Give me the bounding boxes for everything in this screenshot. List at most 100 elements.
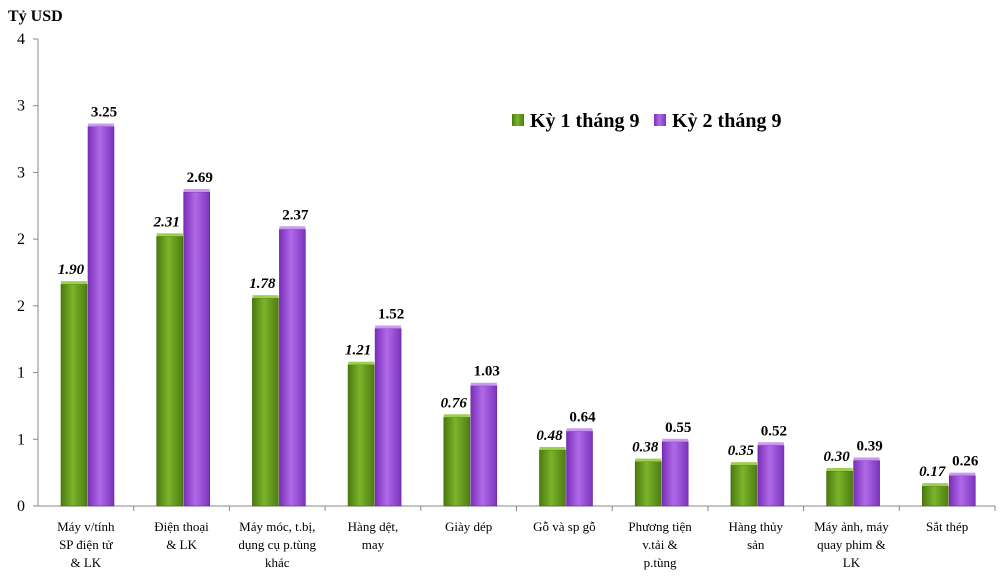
y-tick-label: 0 bbox=[17, 498, 25, 515]
x-tick-label: Giày dép bbox=[445, 519, 492, 534]
legend-label-series-1: Kỳ 1 tháng 9 bbox=[530, 110, 639, 132]
x-tick-label-line: Hàng thủy bbox=[728, 519, 783, 534]
x-tick-label-line: Điện thoại bbox=[154, 519, 209, 534]
y-axis-title: Tỷ USD bbox=[8, 8, 63, 25]
bar-top-highlight bbox=[470, 382, 497, 386]
bar-top-highlight bbox=[826, 467, 853, 471]
x-tick-label: Máy v/tính SP điện tử & LK bbox=[57, 519, 115, 570]
bar-series-1 bbox=[60, 283, 88, 507]
bar-top-highlight bbox=[88, 123, 114, 127]
x-tick-label-line: p.tùng bbox=[644, 555, 677, 570]
x-tick-label-line: Giày dép bbox=[445, 519, 492, 534]
bar-top-highlight bbox=[757, 442, 784, 446]
y-tick-label: 4 bbox=[17, 31, 25, 48]
data-label-series-1: 0.76 bbox=[441, 395, 468, 411]
bar-top-highlight bbox=[566, 428, 593, 432]
bar-top-highlight bbox=[348, 361, 375, 365]
data-label-series-2: 0.55 bbox=[665, 420, 691, 436]
bar-top-highlight bbox=[539, 446, 566, 450]
x-tick-label-line: may bbox=[362, 537, 385, 552]
x-tick-label: Sắt thép bbox=[926, 519, 968, 534]
x-tick-label-line: SP điện tử bbox=[59, 537, 113, 552]
bar-series-1 bbox=[539, 449, 566, 507]
x-tick-label-line: sản bbox=[747, 537, 765, 552]
bar-top-highlight bbox=[183, 188, 210, 192]
x-tick-label: Hàng thủy sản bbox=[728, 519, 783, 552]
x-tick-label-line: Gỗ và sp gỗ bbox=[533, 519, 595, 534]
data-label-series-1: 0.30 bbox=[823, 449, 850, 465]
bar-series-2 bbox=[183, 191, 210, 507]
bar-series-2 bbox=[374, 328, 402, 507]
bar-series-2 bbox=[853, 460, 880, 507]
y-tick-label: 3 bbox=[17, 98, 25, 115]
data-label-series-2: 0.39 bbox=[856, 438, 882, 454]
bar-series-1 bbox=[730, 464, 758, 507]
x-tick-label-line: Máy v/tính bbox=[57, 519, 115, 534]
y-tick-label: 2 bbox=[17, 298, 25, 315]
x-tick-label: Gỗ và sp gỗ bbox=[533, 519, 595, 534]
bar-series-2 bbox=[470, 385, 498, 507]
bar-top-highlight bbox=[252, 295, 279, 299]
bar-top-highlight bbox=[635, 458, 662, 462]
data-label-series-1: 0.17 bbox=[919, 464, 946, 480]
bar-top-highlight bbox=[662, 438, 689, 442]
x-tick-label-line: & LK bbox=[166, 537, 197, 552]
legend-swatch-series-2 bbox=[654, 114, 666, 126]
bar-series-1 bbox=[634, 461, 662, 507]
bar-series-2 bbox=[87, 126, 115, 507]
data-label-series-2: 2.37 bbox=[282, 207, 309, 223]
x-tick-label-line: Phương tiện bbox=[628, 519, 692, 534]
data-label-series-2: 2.69 bbox=[187, 170, 213, 186]
y-tick-label: 3 bbox=[17, 164, 25, 181]
bar-top-highlight bbox=[279, 226, 306, 230]
x-tick-label-line: Hàng dệt, bbox=[348, 519, 399, 534]
x-tick-label-line: v.tải & bbox=[642, 537, 677, 552]
data-label-series-1: 1.21 bbox=[345, 343, 371, 359]
bar-series-1 bbox=[156, 236, 183, 507]
bars bbox=[60, 123, 976, 507]
legend-swatch-series-1 bbox=[512, 114, 524, 126]
bar-top-highlight bbox=[61, 281, 87, 285]
data-label-series-2: 0.52 bbox=[761, 423, 787, 439]
legend: Kỳ 1 tháng 9 Kỳ 2 tháng 9 bbox=[512, 110, 781, 132]
data-label-series-2: 1.03 bbox=[474, 364, 500, 380]
x-tick-label: Máy móc, t.bị, dụng cụ p.tùng khác bbox=[238, 519, 316, 570]
data-label-series-1: 2.31 bbox=[153, 214, 180, 230]
bar-top-highlight bbox=[156, 233, 183, 237]
bar-series-1 bbox=[826, 470, 853, 507]
data-label-series-1: 1.78 bbox=[249, 276, 276, 292]
bar-series-2 bbox=[566, 430, 593, 507]
x-tick-label-line: Máy móc, t.bị, bbox=[239, 519, 315, 534]
data-label-series-2: 0.64 bbox=[569, 409, 596, 425]
data-label-series-2: 1.52 bbox=[378, 307, 404, 323]
x-tick-label: Máy ảnh, máy quay phim & LK bbox=[814, 519, 889, 570]
data-label-series-2: 0.26 bbox=[952, 454, 979, 470]
x-tick-label: Hàng dệt, may bbox=[348, 519, 399, 552]
x-tick-label-line: Máy ảnh, máy bbox=[814, 519, 889, 534]
x-tick-label-line: LK bbox=[843, 555, 861, 570]
bar-series-1 bbox=[443, 416, 471, 507]
x-tick-label-line: khác bbox=[265, 555, 290, 570]
data-label-series-1: 0.38 bbox=[632, 440, 659, 456]
bar-series-2 bbox=[757, 444, 785, 507]
x-tick-label: Phương tiện v.tải & p.tùng bbox=[628, 519, 692, 570]
x-tick-label: Điện thoại & LK bbox=[154, 519, 209, 552]
bar-top-highlight bbox=[375, 325, 402, 329]
bar-series-2 bbox=[948, 475, 976, 507]
bar-series-1 bbox=[347, 364, 375, 507]
bar-top-highlight bbox=[443, 414, 470, 418]
bar-series-2 bbox=[279, 229, 306, 507]
data-label-series-1: 1.90 bbox=[58, 262, 85, 278]
bar-top-highlight bbox=[853, 457, 880, 461]
bar-top-highlight bbox=[922, 483, 949, 487]
y-tick-label: 1 bbox=[17, 431, 25, 448]
legend-label-series-2: Kỳ 2 tháng 9 bbox=[672, 110, 781, 132]
bar-series-2 bbox=[661, 441, 689, 507]
x-tick-label-line: & LK bbox=[70, 555, 101, 570]
data-label-series-1: 0.48 bbox=[536, 428, 563, 444]
data-label-series-2: 3.25 bbox=[91, 105, 117, 121]
bar-series-1 bbox=[252, 297, 279, 507]
data-label-series-1: 0.35 bbox=[728, 443, 755, 459]
